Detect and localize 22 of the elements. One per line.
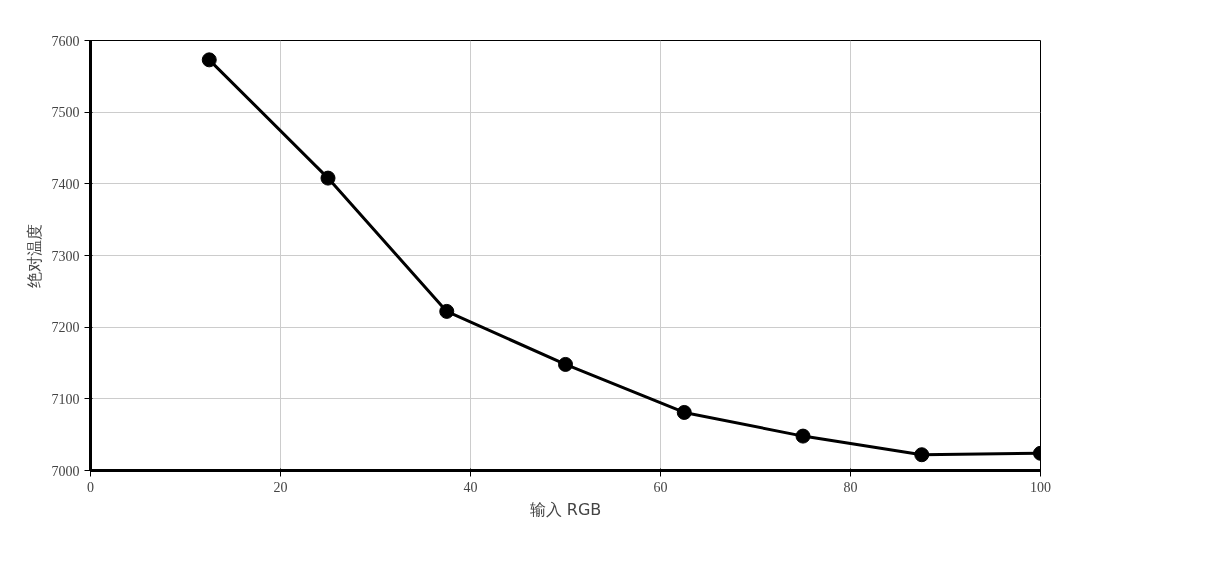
x-axis-title: 输入 RGB — [529, 499, 602, 519]
y-tick-label: 7500 — [51, 105, 80, 121]
y-tick-label: 7600 — [51, 33, 80, 49]
x-tick-label: 100 — [1030, 479, 1051, 495]
x-tick-label: 80 — [843, 479, 858, 495]
y-axis-title: 绝对温度 — [24, 223, 44, 288]
x-tick-label: 20 — [273, 479, 288, 495]
x-tick-label: 40 — [463, 479, 478, 495]
x-tick-label: 60 — [653, 479, 668, 495]
point — [676, 404, 692, 420]
point — [558, 356, 573, 372]
y-tick-label: 7400 — [51, 176, 80, 192]
y-tick-label: 7100 — [51, 391, 80, 407]
point — [201, 52, 217, 68]
point — [795, 428, 811, 444]
point — [439, 303, 455, 319]
x-tick-label: 0 — [87, 479, 94, 495]
y-tick-label: 7300 — [51, 248, 80, 264]
y-tick-label: 7200 — [51, 320, 80, 336]
point — [914, 447, 930, 463]
point — [320, 170, 336, 186]
y-tick-label: 7000 — [51, 463, 80, 479]
